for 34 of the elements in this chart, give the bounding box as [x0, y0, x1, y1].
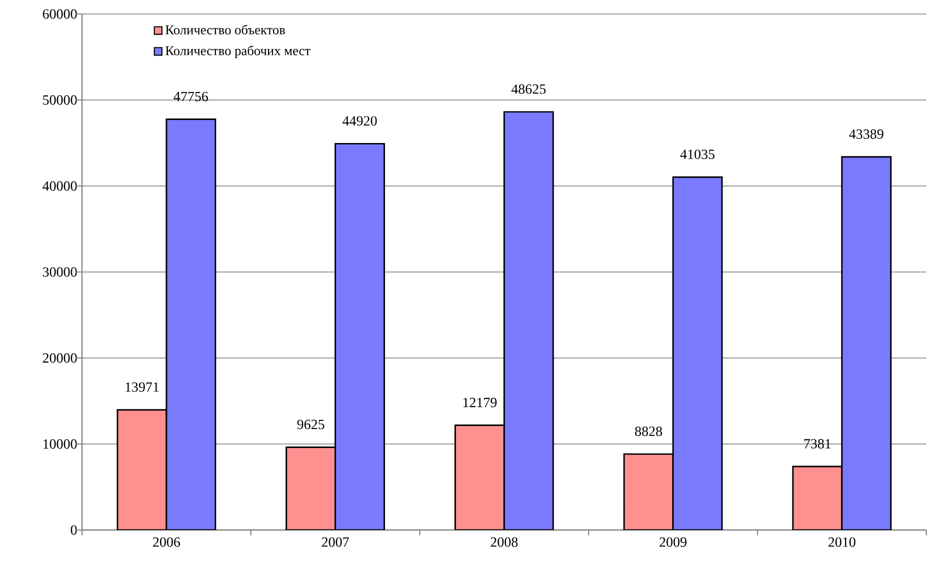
x-tick-label: 2010 — [828, 537, 856, 547]
y-tick-label: 0 — [70, 525, 77, 535]
data-label: 41035 — [680, 150, 714, 160]
legend-label: Количество рабочих мест — [166, 46, 310, 58]
x-tick-label: 2009 — [660, 537, 686, 547]
data-label: 43389 — [849, 129, 884, 139]
data-label: 7381 — [804, 439, 831, 448]
x-tick-label: 2007 — [322, 537, 349, 547]
bar — [503, 111, 554, 530]
bar — [672, 176, 723, 530]
y-tick-label: 30000 — [42, 267, 77, 277]
data-label: 13971 — [126, 382, 159, 392]
data-label: 44920 — [342, 116, 377, 126]
bar — [166, 118, 216, 530]
bar — [334, 142, 386, 530]
data-label: 9625 — [297, 420, 324, 430]
bar — [792, 466, 843, 530]
y-tick-label: 10000 — [44, 439, 77, 449]
bar — [454, 424, 505, 530]
bar — [116, 409, 168, 530]
bar — [841, 156, 892, 530]
y-tick-label: 40000 — [42, 181, 77, 191]
data-label: 12179 — [463, 398, 497, 408]
x-tick-label: 2008 — [490, 537, 518, 547]
bar — [286, 446, 336, 530]
bar — [623, 453, 674, 530]
data-label: 48625 — [511, 84, 546, 94]
x-tick-label: 2006 — [153, 537, 180, 547]
data-label: 47756 — [174, 92, 208, 102]
data-label: 8828 — [635, 426, 662, 436]
y-tick-label: 60000 — [42, 9, 77, 19]
y-tick-label: 20000 — [42, 353, 77, 363]
legend-label: Количество объектов — [166, 24, 285, 34]
y-tick-label: 50000 — [43, 95, 77, 105]
